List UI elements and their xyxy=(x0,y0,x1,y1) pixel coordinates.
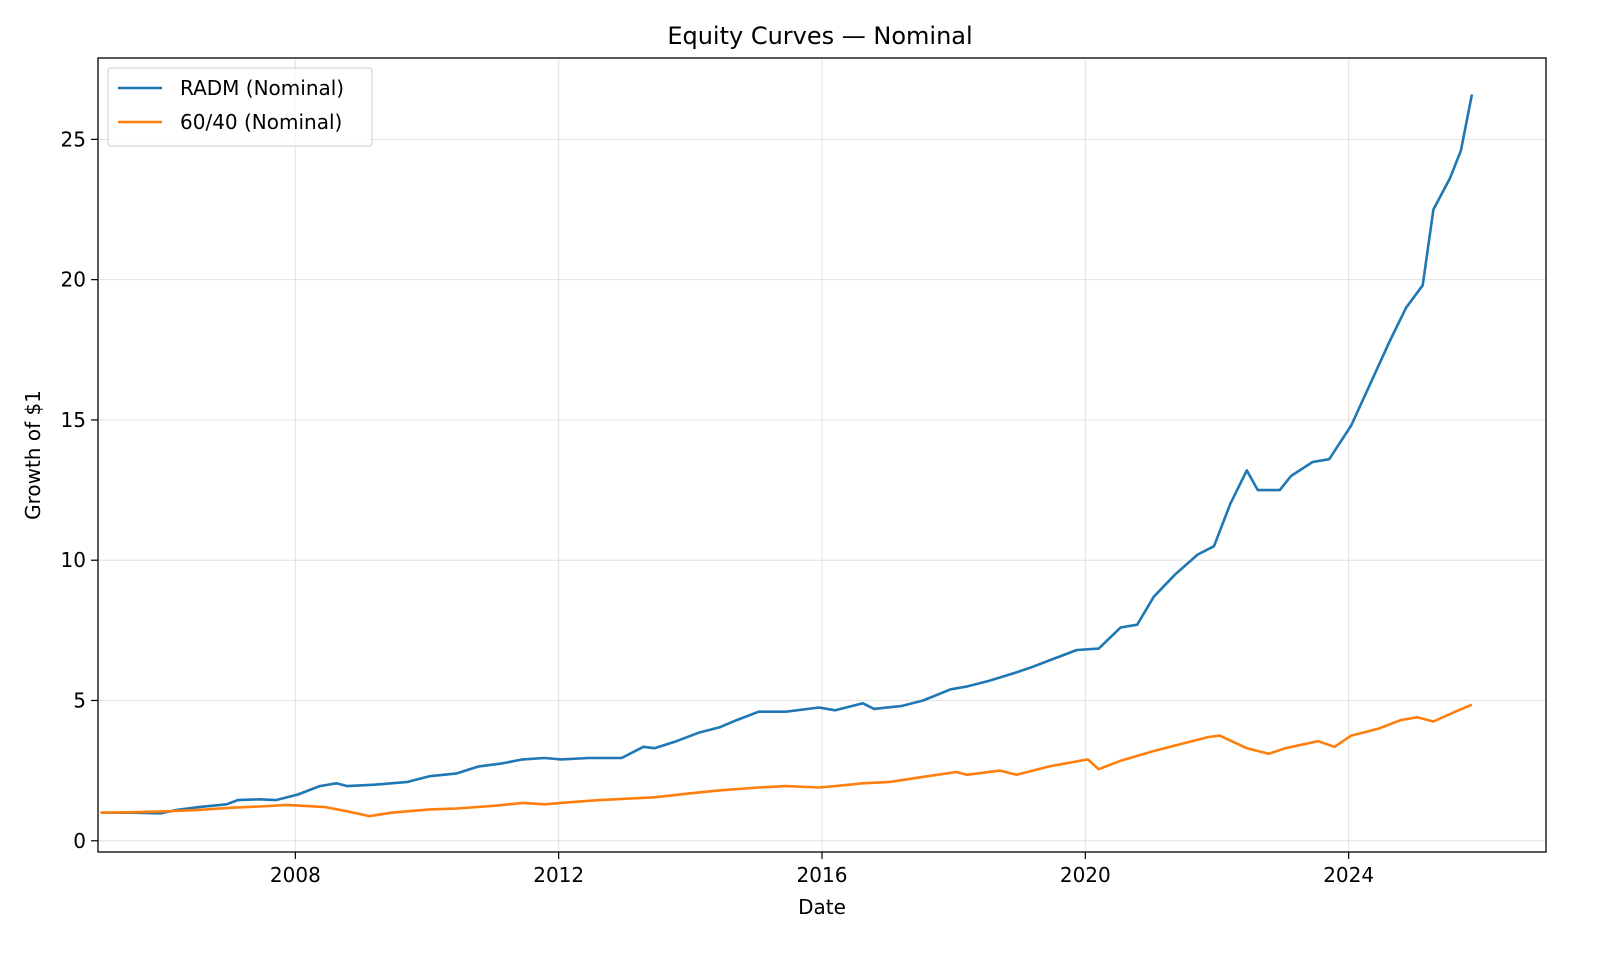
y-axis-label: Growth of $1 xyxy=(21,390,45,520)
y-tick-label: 0 xyxy=(73,829,86,853)
legend: RADM (Nominal) 60/40 (Nominal) xyxy=(107,67,373,147)
y-tick-label: 5 xyxy=(73,688,86,712)
x-tick-label: 2012 xyxy=(533,863,584,887)
grid-layer xyxy=(98,58,1546,852)
series-line-radm xyxy=(100,94,1474,815)
x-tick-label: 2024 xyxy=(1323,863,1374,887)
legend-label-radm: RADM (Nominal) xyxy=(180,76,344,100)
y-tick-label: 20 xyxy=(61,268,86,292)
chart-title: Equity Curves — Nominal xyxy=(667,22,972,50)
x-axis-ticks: 2008 2012 2016 2020 2024 xyxy=(270,852,1374,887)
plot-frame xyxy=(97,57,1547,853)
series-line-60-40 xyxy=(100,703,1473,818)
legend-label-60-40: 60/40 (Nominal) xyxy=(180,110,342,134)
x-tick-label: 2008 xyxy=(270,863,321,887)
series-layer xyxy=(100,94,1474,818)
x-tick-label: 2020 xyxy=(1060,863,1111,887)
x-tick-label: 2016 xyxy=(797,863,848,887)
y-tick-label: 15 xyxy=(61,408,86,432)
x-axis-label: Date xyxy=(798,895,846,919)
y-tick-label: 25 xyxy=(61,127,86,151)
y-axis-ticks: 0 5 10 15 20 25 xyxy=(61,127,98,853)
y-tick-label: 10 xyxy=(61,548,86,572)
legend-box xyxy=(107,67,373,147)
